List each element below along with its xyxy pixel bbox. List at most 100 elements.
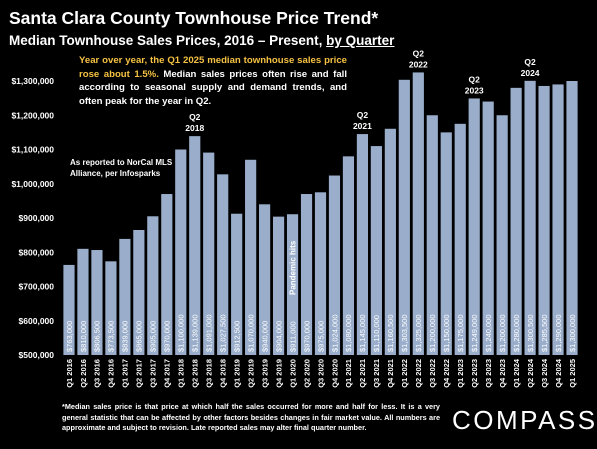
bar [524,80,536,356]
x-tick-label: Q2 2024 [526,358,535,388]
x-tick-label: Q2 2019 [246,359,255,388]
annotation-quarter: Q2 [189,112,201,122]
bar-value-label: $1,303,500 [400,314,409,352]
bar [440,132,452,355]
bar-value-label: $1,110,000 [372,315,381,352]
bar-value-label: $1,027,500 [218,314,227,352]
bar-value-label: $1,150,000 [442,314,451,352]
bar-value-label: $912,500 [232,321,241,352]
x-tick-label: Q3 2021 [372,359,381,388]
bar [356,134,369,355]
x-tick-label: Q4 2023 [498,359,507,388]
bar-value-label: $1,325,000 [414,314,423,352]
chart-subtitle: Median Townhouse Sales Prices, 2016 – Pr… [9,33,394,48]
x-tick-label: Q2 2017 [135,359,144,388]
x-tick-label: Q1 2017 [121,359,130,388]
bar-value-label: $1,024,000 [330,314,339,352]
compass-logo: COMPASS [452,405,597,435]
bar [426,115,438,355]
bar-value-label: $773,500 [107,321,116,352]
bar [63,264,75,355]
callout-highlight: Year over year, the Q1 2025 median townh… [79,55,347,80]
bar [231,213,243,355]
x-tick-label: Q4 2024 [554,358,563,388]
footnote: *Median sales price is that price at whi… [62,402,440,432]
x-tick-label: Q2 2023 [470,359,479,388]
bar [217,174,229,355]
x-tick-label: Q4 2017 [163,359,172,388]
bar [272,216,285,355]
y-tick-label: $700,000 [19,282,55,292]
annotation-year: 2024 [521,68,540,78]
bar-value-label: $865,000 [135,321,144,352]
source-note: As reported to NorCal MLS Alliance, per … [70,157,172,179]
x-tick-label: Q3 2020 [316,359,325,388]
callout-rest: Median sales prices often rise and fall … [79,68,347,107]
bar-value-label: $1,300,500 [526,314,535,352]
y-tick-label: $500,000 [19,350,55,360]
x-tick-label: Q4 2020 [330,359,339,388]
bar-value-label: $1,300,000 [568,314,577,352]
bar [203,152,215,355]
subtitle-underlined: by Quarter [326,33,395,48]
bar-value-label: $1,091,000 [205,314,214,352]
chart-title: Santa Clara County Townhouse Price Trend… [9,8,379,28]
annotation-quarter: Q2 [524,57,536,67]
bar-value-label: $904,000 [274,321,283,352]
annotation-quarter: Q2 [357,110,369,120]
x-tick-label: Q3 2022 [428,359,437,388]
bar-value-label: $1,139,000 [191,314,200,352]
x-tick-label: Q3 2016 [93,359,102,388]
bar-value-label: $763,000 [65,321,74,352]
bar [189,136,201,355]
bar-value-label: $1,285,500 [540,314,549,352]
y-tick-label: $1,200,000 [11,110,54,120]
y-tick-label: $1,000,000 [11,179,54,189]
annotation-year: 2021 [353,121,372,131]
bar [552,84,564,356]
bar-value-label: $905,000 [149,321,158,352]
bar [398,79,410,356]
x-tick-label: Q4 2021 [386,359,395,388]
x-tick-label: Q2 2021 [358,359,367,388]
bar-value-label: $975,000 [316,321,325,352]
bar [161,194,173,355]
bar [175,149,187,355]
x-tick-label: Q3 2024 [540,358,549,388]
bar-value-label: $1,145,000 [358,314,367,352]
bar-value-label: $810,000 [79,321,88,352]
pandemic-label: Pandemic hits [288,240,297,295]
bar [342,156,355,355]
annotation-year: 2018 [185,123,204,133]
bar-value-label: $1,240,000 [484,314,493,352]
x-tick-label: Q2 2016 [79,359,88,388]
x-tick-label: Q4 2016 [107,359,116,388]
bar-value-label: $1,280,000 [512,314,521,352]
x-tick-label: Q2 2022 [414,359,423,388]
bar [412,72,424,355]
y-tick-label: $900,000 [19,213,55,223]
bar [510,87,522,355]
bar [133,229,145,355]
bar-value-label: $940,000 [260,321,269,352]
y-tick-label: $1,100,000 [11,145,54,155]
bar-value-label: $911,000 [288,321,297,352]
x-tick-label: Q1 2019 [232,359,241,388]
x-tick-label: Q3 2017 [149,359,158,388]
annotation-quarter: Q2 [469,74,481,84]
y-tick-label: $600,000 [19,316,55,326]
annotation-year: 2023 [465,85,484,95]
bar [77,248,89,355]
bar-value-label: $1,080,000 [344,314,353,352]
bar-value-label: $839,000 [121,321,130,352]
y-tick-label: $800,000 [19,247,55,257]
bar-value-label: $970,000 [163,321,172,352]
bar-value-label: $1,160,500 [386,314,395,352]
x-tick-label: Q2 2018 [191,359,200,388]
x-tick-label: Q3 2023 [484,359,493,388]
bar [314,192,327,355]
x-tick-label: Q4 2022 [442,359,451,388]
bar [147,216,159,355]
x-tick-label: Q4 2019 [274,359,283,388]
